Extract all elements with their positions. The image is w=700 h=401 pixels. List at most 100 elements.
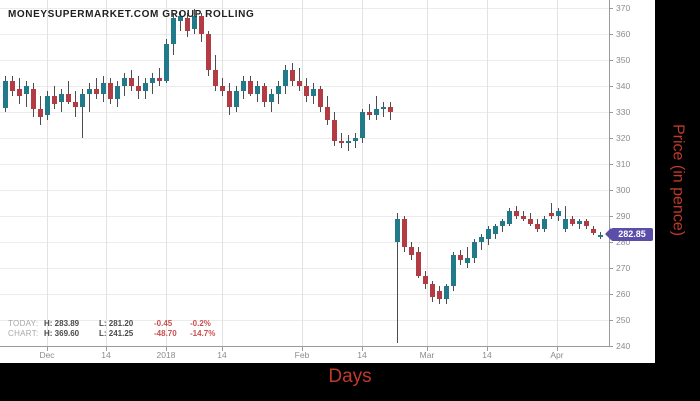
candle-body: [451, 255, 456, 287]
today-percent: -0.2%: [190, 319, 211, 328]
chart-high: H: 369.60: [44, 329, 80, 338]
y-axis-line: [609, 0, 610, 347]
candlestick-chart[interactable]: MONEYSUPERMARKET.COM GROUP ROLLING 240 25…: [0, 0, 655, 363]
candle-body: [31, 88, 36, 110]
candle-body: [290, 70, 295, 81]
v-gridline: [362, 0, 363, 346]
last-price-badge: 282.85: [605, 228, 653, 242]
candle-body: [381, 106, 386, 110]
y-tick: [609, 8, 613, 9]
x-tick-label: 14: [101, 350, 111, 360]
v-gridline: [302, 0, 303, 346]
x-tick-label: Apr: [550, 350, 564, 360]
candle-body: [437, 291, 442, 300]
x-axis-line: [0, 346, 613, 347]
candle-body: [185, 18, 190, 32]
candle-body: [73, 101, 78, 107]
candle-body: [507, 210, 512, 224]
x-tick: [427, 346, 428, 351]
candle-wick: [481, 234, 482, 250]
y-tick-label: 350: [616, 55, 631, 65]
candle-body: [199, 15, 204, 34]
y-tick-label: 370: [616, 3, 631, 13]
candle-body: [171, 18, 176, 45]
candle-body: [297, 80, 302, 86]
today-high: H: 283.89: [44, 319, 80, 328]
candle-body: [150, 78, 155, 84]
candle-body: [115, 86, 120, 99]
chart-percent: -14.7%: [190, 329, 216, 338]
x-tick: [47, 346, 48, 351]
v-gridline: [487, 0, 488, 346]
candle-body: [10, 80, 15, 92]
y-tick: [609, 34, 613, 35]
x-tick-label: 14: [357, 350, 367, 360]
y-tick-label: 250: [616, 315, 631, 325]
candle-body: [500, 221, 505, 227]
candle-body: [332, 119, 337, 141]
candle-body: [521, 216, 526, 219]
chart-title: MONEYSUPERMARKET.COM GROUP ROLLING: [8, 9, 255, 20]
candle-body: [283, 70, 288, 86]
x-tick: [302, 346, 303, 351]
candle-body: [248, 80, 253, 94]
candle-body: [591, 229, 596, 234]
x-tick-label: Feb: [294, 350, 310, 360]
today-change: -0.45: [154, 319, 173, 328]
candle-body: [220, 86, 225, 92]
candle-body: [213, 70, 218, 86]
candle-body: [367, 112, 372, 115]
candle-body: [178, 15, 183, 21]
y-tick: [609, 190, 613, 191]
candle-body: [269, 93, 274, 102]
y-tick: [609, 164, 613, 165]
y-tick-label: 310: [616, 159, 631, 169]
y-tick: [609, 216, 613, 217]
candle-body: [563, 218, 568, 229]
candle-body: [3, 80, 8, 108]
candle-body: [206, 34, 211, 71]
candle-body: [395, 218, 400, 242]
y-tick-label: 280: [616, 237, 631, 247]
h-gridline: [0, 268, 609, 269]
x-tick-label: 2018: [156, 350, 176, 360]
candle-wick: [159, 67, 160, 86]
candle-body: [584, 221, 589, 227]
x-tick: [487, 346, 488, 351]
candle-body: [276, 86, 281, 94]
v-gridline: [166, 0, 167, 346]
candle-body: [353, 138, 358, 141]
candle-body: [409, 247, 414, 255]
x-tick-label: 14: [217, 350, 227, 360]
candle-wick: [551, 203, 552, 219]
candle-wick: [68, 80, 69, 105]
h-gridline: [0, 294, 609, 295]
y-tick-label: 360: [616, 29, 631, 39]
candle-body: [416, 252, 421, 276]
h-gridline: [0, 164, 609, 165]
candle-body: [556, 210, 561, 216]
x-tick: [557, 346, 558, 351]
candle-body: [66, 93, 71, 102]
candle-body: [262, 86, 267, 102]
candle-wick: [376, 96, 377, 120]
y-axis-title: Price (in pence): [669, 123, 687, 237]
candle-wick: [96, 78, 97, 99]
candle-body: [479, 236, 484, 242]
x-tick: [106, 346, 107, 351]
x-tick: [362, 346, 363, 351]
h-gridline: [0, 190, 609, 191]
candle-body: [101, 83, 106, 94]
candle-body: [192, 15, 197, 29]
candle-body: [388, 106, 393, 112]
today-low: L: 281.20: [99, 319, 134, 328]
y-tick: [609, 320, 613, 321]
h-gridline: [0, 60, 609, 61]
candle-body: [45, 96, 50, 115]
candle-body: [122, 78, 127, 86]
candle-body: [423, 275, 428, 284]
candle-body: [304, 86, 309, 97]
candle-body: [430, 283, 435, 297]
candle-body: [227, 91, 232, 107]
candle-body: [164, 44, 169, 81]
